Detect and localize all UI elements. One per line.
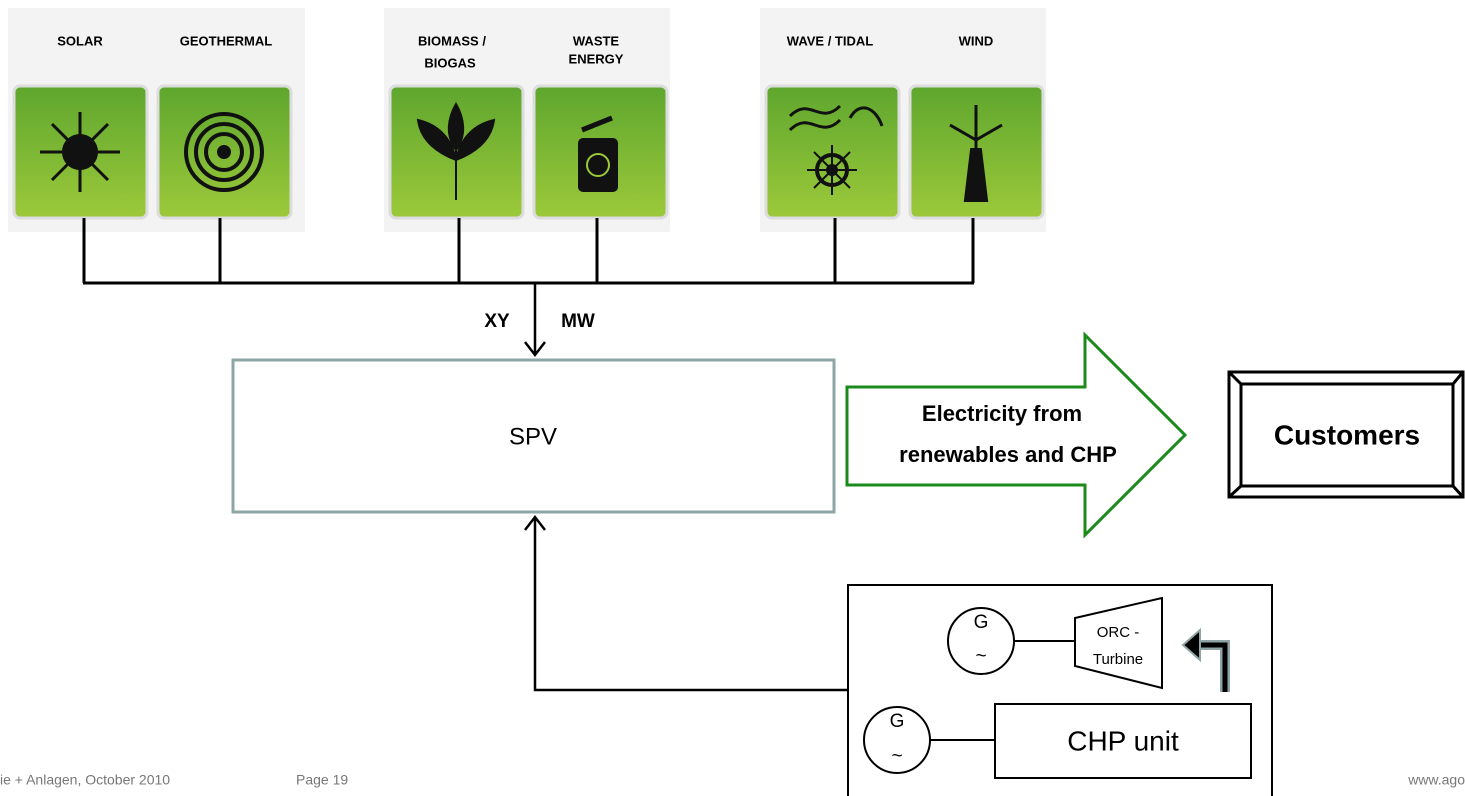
- customers-label: Customers: [1274, 419, 1420, 450]
- spv-label: SPV: [509, 423, 557, 450]
- flow-arrow: [845, 331, 1188, 539]
- source-label: BIOGAS: [424, 55, 476, 70]
- capacity-label: XY: [484, 311, 510, 332]
- generator-symbol: ~: [975, 646, 986, 667]
- turbine-label: ORC -: [1097, 624, 1140, 641]
- source-labels: SOLAR GEOTHERMAL BIOMASS / BIOGAS WASTE …: [57, 33, 993, 70]
- footer-text: ie + Anlagen, October 2010: [0, 772, 170, 788]
- bus: [82, 218, 975, 692]
- generator-symbol: ~: [891, 746, 902, 767]
- flow-label: Electricity from: [922, 401, 1082, 426]
- source-label: WAVE / TIDAL: [787, 33, 873, 48]
- generator-label: G: [974, 612, 989, 633]
- source-label: WIND: [959, 33, 994, 48]
- icons: [40, 101, 1003, 202]
- spv-box: [231, 358, 836, 514]
- source-label: BIOMASS /: [418, 33, 486, 48]
- chp-label: CHP unit: [1067, 725, 1179, 756]
- source-label: WASTE: [573, 33, 620, 48]
- footer-url: www.ago: [1407, 772, 1465, 788]
- source-label: SOLAR: [57, 33, 103, 48]
- turbine-label: Turbine: [1093, 651, 1143, 668]
- plant-box: [847, 584, 1273, 796]
- generator-label: G: [890, 711, 905, 732]
- flow-label: renewables and CHP: [899, 442, 1117, 467]
- capacity-label: MW: [561, 311, 595, 332]
- customers-box: [1227, 370, 1465, 499]
- source-label: GEOTHERMAL: [180, 33, 273, 48]
- footer-page: Page 19: [296, 772, 348, 788]
- plant-shapes: [863, 596, 1252, 779]
- source-label: ENERGY: [569, 51, 624, 66]
